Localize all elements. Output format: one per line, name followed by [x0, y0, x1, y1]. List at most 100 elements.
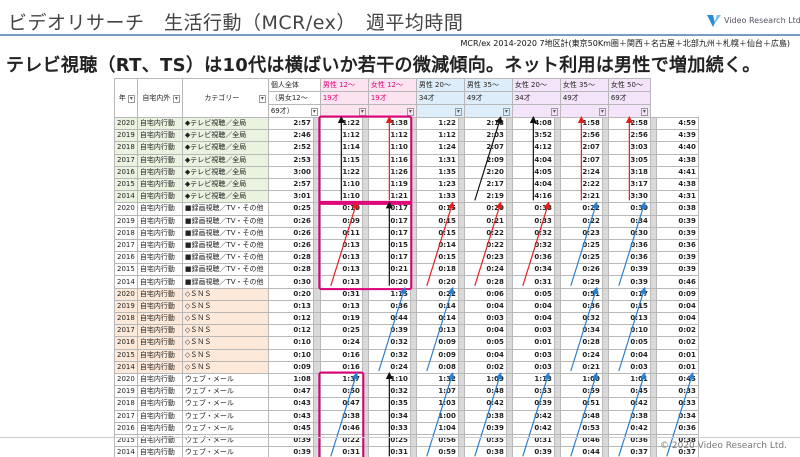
- col-category[interactable]: カテゴリー ▾: [181, 78, 269, 118]
- cell-value: 3:00: [267, 165, 314, 179]
- cell-value: 2:57: [267, 177, 314, 192]
- cell-value: 1:10: [367, 372, 411, 387]
- cell-value: 2:22: [559, 177, 603, 192]
- table-row: 2016 自宅内行動 ウェブ・メール 0:45 0:46 0:33 1:04 0:39 0:42…: [114, 421, 699, 435]
- cell-spacer: [312, 360, 321, 374]
- cell-category: ウェブ・メール: [181, 397, 269, 411]
- cell-spacer: [312, 409, 321, 423]
- source-note: MCR/ex 2014-2020 7地区計(東京50Km圏＋関西＋名古屋＋北部九…: [460, 39, 791, 48]
- cell-value: 0:13: [415, 324, 459, 338]
- cell-spacer: [312, 202, 321, 216]
- filter-dropdown-icon[interactable]: ▾: [640, 108, 648, 116]
- cell-value: 0:06: [463, 287, 507, 301]
- cell-value: 0:31: [319, 446, 363, 457]
- cell-value: 1:14: [319, 141, 363, 155]
- cell-value: 0:04: [655, 299, 699, 314]
- col-f5069-a: 女性 50～: [607, 78, 651, 92]
- cell-value: 0:04: [463, 299, 507, 314]
- cell-value: 2:18: [463, 116, 507, 131]
- filter-dropdown-icon[interactable]: ▾: [310, 107, 318, 116]
- filter-dropdown-icon[interactable]: ▾: [598, 108, 606, 116]
- cell-value: 0:31: [511, 275, 555, 289]
- cell-value: 0:48: [559, 409, 603, 423]
- cell-value: 3:05: [607, 153, 651, 167]
- cell-value: 0:44: [559, 446, 603, 457]
- filter-dropdown-icon[interactable]: ▾: [258, 94, 266, 103]
- filter-dropdown-icon[interactable]: ▾: [502, 108, 510, 116]
- cell-value: 0:15: [415, 226, 459, 240]
- cell-place: 自宅内行動: [136, 372, 183, 387]
- cell-value: 0:42: [607, 421, 651, 435]
- cell-value: 0:35: [367, 397, 411, 411]
- cell-place: 自宅内行動: [136, 397, 183, 411]
- cell-place: 自宅内行動: [136, 141, 183, 155]
- header-row-2: （男女12～ 19才 19才 34才 49才 34才 49才 69才: [115, 91, 699, 105]
- col-filter[interactable]: ▾: [415, 104, 465, 118]
- cell-category: ◆テレビ視聴／全局: [181, 165, 269, 179]
- cell-value: 4:16: [511, 190, 555, 204]
- col-filter[interactable]: ▾: [367, 104, 417, 118]
- cell-value: 0:47: [319, 397, 363, 411]
- cell-value: 0:42: [511, 421, 555, 435]
- cell-value: 1:16: [367, 153, 411, 167]
- cell-value: 0:22: [559, 202, 603, 216]
- cell-value: 0:46: [319, 421, 363, 435]
- filter-dropdown-icon[interactable]: ▾: [127, 94, 135, 103]
- cell-value: 0:28: [267, 251, 314, 265]
- cell-year: 2020: [114, 287, 138, 301]
- col-all-c[interactable]: 69才） ▾: [267, 104, 321, 118]
- company-logo[interactable]: Video Research Ltd.: [706, 13, 800, 29]
- cell-spacer: [312, 153, 321, 167]
- cell-value: 0:25: [319, 324, 363, 338]
- cell-category: ■録画視聴／TV・その他: [181, 226, 269, 240]
- cell-value: 0:04: [463, 348, 507, 362]
- cell-place: 自宅内行動: [136, 165, 183, 179]
- cell-value: 0:10: [319, 202, 363, 216]
- col-all-a: 個人全体: [267, 78, 321, 92]
- cell-value: 0:34: [607, 214, 651, 228]
- col-filter[interactable]: ▾: [319, 104, 369, 118]
- cell-place: 自宅内行動: [136, 251, 183, 265]
- col-f2034-a: 女性 20～: [511, 78, 561, 92]
- filter-dropdown-icon[interactable]: ▾: [454, 108, 462, 116]
- filter-dropdown-icon[interactable]: ▾: [172, 94, 180, 103]
- filter-dropdown-icon[interactable]: ▾: [358, 108, 366, 116]
- cell-value: 0:20: [415, 275, 459, 289]
- cell-value: 0:39: [511, 397, 555, 411]
- table-row: 2014 自宅内行動 ウェブ・メール 0:39 0:31 0:31 0:59 0:38 0:39…: [114, 446, 699, 457]
- cell-place: 自宅内行動: [136, 129, 183, 143]
- cell-value: 1:01: [607, 372, 651, 387]
- cell-value: 2:07: [559, 153, 603, 167]
- cell-value: 0:05: [607, 336, 651, 350]
- col-place[interactable]: 自宅内外 ▾: [136, 78, 183, 118]
- cell-value: 4:08: [511, 116, 555, 131]
- cell-value: 2:24: [559, 165, 603, 179]
- cell-value: 0:24: [319, 336, 363, 350]
- cell-value: 1:15: [367, 287, 411, 301]
- cell-value: 0:04: [511, 299, 555, 314]
- table-row: 2014 自宅内行動 ■録画視聴／TV・その他 0:30 0:13 0:20 0:20 0:2…: [114, 275, 699, 289]
- cell-value: 2:52: [267, 141, 314, 155]
- cell-value: 0:21: [559, 360, 603, 374]
- cell-spacer: [312, 263, 321, 277]
- cell-year: 2017: [114, 324, 138, 338]
- cell-place: 自宅内行動: [136, 214, 183, 228]
- filter-dropdown-icon[interactable]: ▾: [550, 108, 558, 116]
- cell-value: 2:09: [463, 153, 507, 167]
- table-row: 2019 自宅内行動 ■録画視聴／TV・その他 0:26 0:09 0:17 0:15 0:2…: [114, 214, 699, 228]
- cell-value: 3:30: [607, 190, 651, 204]
- cell-value: 0:01: [655, 360, 699, 374]
- col-filter[interactable]: ▾: [559, 104, 609, 118]
- col-filter[interactable]: ▾: [607, 104, 651, 118]
- col-all-b: （男女12～: [267, 91, 321, 105]
- cell-spacer: [312, 348, 321, 362]
- filter-dropdown-icon[interactable]: ▾: [406, 108, 414, 116]
- logo-text: Video Research Ltd.: [724, 16, 800, 25]
- cell-value: 0:32: [367, 385, 411, 399]
- col-year[interactable]: 年 ▾: [114, 78, 138, 118]
- page-title: ビデオリサーチ 生活行動（MCR/ex） 週平均時間: [8, 12, 464, 34]
- cell-year: 2019: [114, 129, 138, 143]
- col-filter[interactable]: ▾: [511, 104, 561, 118]
- table-row: 2018 自宅内行動 ■録画視聴／TV・その他 0:26 0:11 0:17 0:15 0:2…: [114, 226, 699, 240]
- col-filter[interactable]: ▾: [463, 104, 513, 118]
